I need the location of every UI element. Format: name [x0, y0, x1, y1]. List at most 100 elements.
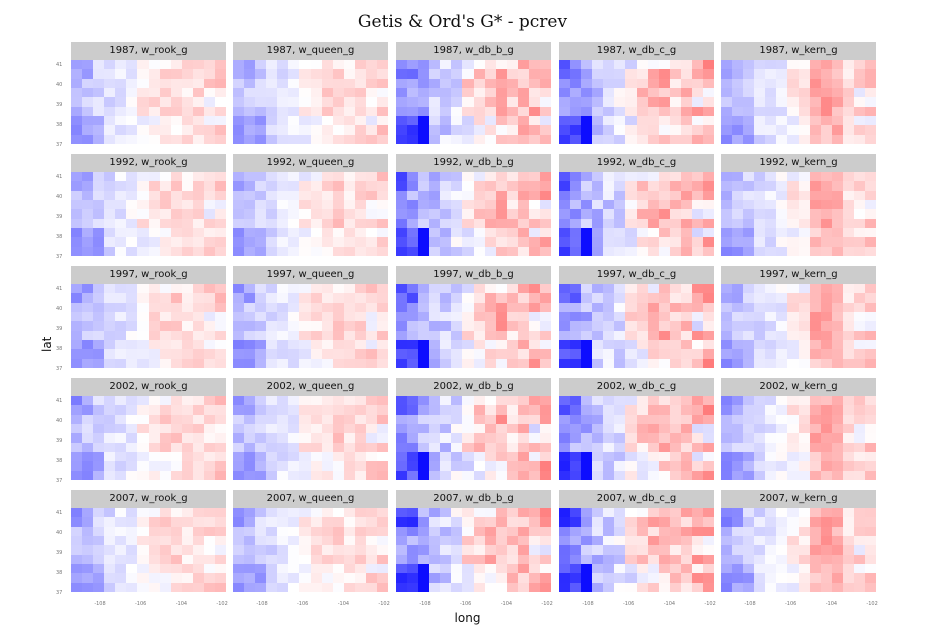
map-region: [354, 358, 367, 368]
map-region: [776, 200, 788, 210]
map-region: [647, 228, 660, 238]
map-region: [288, 190, 300, 201]
map-region: [776, 461, 788, 472]
map-region: [181, 433, 194, 444]
map-region: [831, 536, 844, 546]
map-region: [71, 293, 83, 304]
map-region: [126, 218, 138, 229]
map-region: [614, 405, 626, 416]
map-region: [592, 349, 604, 360]
map-region: [192, 134, 205, 144]
map-region: [148, 582, 161, 592]
map-region: [321, 228, 334, 238]
y-tick-label: 38: [56, 346, 63, 352]
map-region: [743, 358, 755, 368]
map-region: [765, 414, 777, 425]
map-region: [528, 312, 541, 322]
map-region: [332, 452, 345, 462]
map-region: [864, 470, 876, 480]
map-region: [104, 573, 116, 584]
map-region: [376, 573, 388, 584]
map-region: [680, 396, 693, 406]
map-region: [376, 125, 388, 136]
map-region: [743, 340, 755, 350]
map-region: [418, 69, 430, 80]
map-region: [192, 414, 205, 425]
map-region: [669, 218, 682, 229]
map-region: [277, 424, 289, 434]
map-region: [636, 228, 649, 238]
map-region: [658, 312, 671, 322]
map-region: [462, 106, 474, 117]
map-region: [376, 424, 388, 434]
map-region: [658, 60, 671, 70]
map-region: [407, 218, 419, 229]
map-region: [691, 246, 704, 256]
map-region: [765, 190, 777, 201]
map-region: [462, 116, 474, 126]
map-region: [407, 97, 419, 108]
map-region: [462, 312, 474, 322]
map-region: [277, 125, 289, 136]
map-region: [181, 181, 194, 192]
map-region: [798, 452, 811, 462]
map-region: [658, 106, 671, 117]
map-region: [798, 461, 811, 472]
map-region: [559, 228, 571, 238]
map-region: [429, 69, 441, 80]
map-region: [407, 200, 419, 210]
map-region: [233, 200, 245, 210]
map-region: [115, 60, 127, 70]
map-region: [853, 69, 866, 80]
map-region: [233, 172, 245, 182]
map-region: [853, 97, 866, 108]
map-region: [115, 293, 127, 304]
map-region: [702, 442, 714, 453]
map-region: [603, 349, 615, 360]
map-region: [71, 396, 83, 406]
map-region: [853, 293, 866, 304]
map-region: [732, 284, 744, 294]
map-region: [396, 573, 408, 584]
map-region: [787, 209, 799, 220]
map-region: [244, 396, 256, 406]
map-region: [192, 181, 205, 192]
map-region: [506, 293, 519, 304]
map-region: [647, 106, 660, 117]
map-region: [798, 293, 811, 304]
map-region: [159, 508, 172, 518]
map-region: [570, 200, 582, 210]
map-region: [853, 237, 866, 248]
map-region: [721, 88, 733, 98]
map-region: [636, 116, 649, 126]
map-region: [299, 526, 311, 537]
map-region: [517, 69, 530, 80]
map-region: [376, 69, 388, 80]
y-tick-label: 40: [56, 530, 63, 536]
map-region: [702, 284, 714, 294]
map-region: [71, 442, 83, 453]
map-region: [647, 237, 660, 248]
map-region: [669, 106, 682, 117]
map-region: [495, 508, 508, 518]
map-region: [343, 452, 356, 462]
map-region: [625, 452, 637, 462]
map-region: [559, 405, 571, 416]
map-region: [354, 452, 367, 462]
map-region: [115, 582, 127, 592]
map-region: [418, 564, 430, 574]
map-region: [798, 246, 811, 256]
map-region: [148, 424, 161, 434]
map-region: [462, 405, 474, 416]
map-region: [647, 517, 660, 528]
map-region: [288, 125, 300, 136]
map-region: [864, 452, 876, 462]
map-region: [332, 461, 345, 472]
map-region: [528, 582, 541, 592]
map-region: [581, 97, 593, 108]
map-region: [82, 88, 94, 98]
map-region: [570, 321, 582, 332]
map-region: [776, 88, 788, 98]
map-region: [647, 330, 660, 341]
map-region: [148, 536, 161, 546]
